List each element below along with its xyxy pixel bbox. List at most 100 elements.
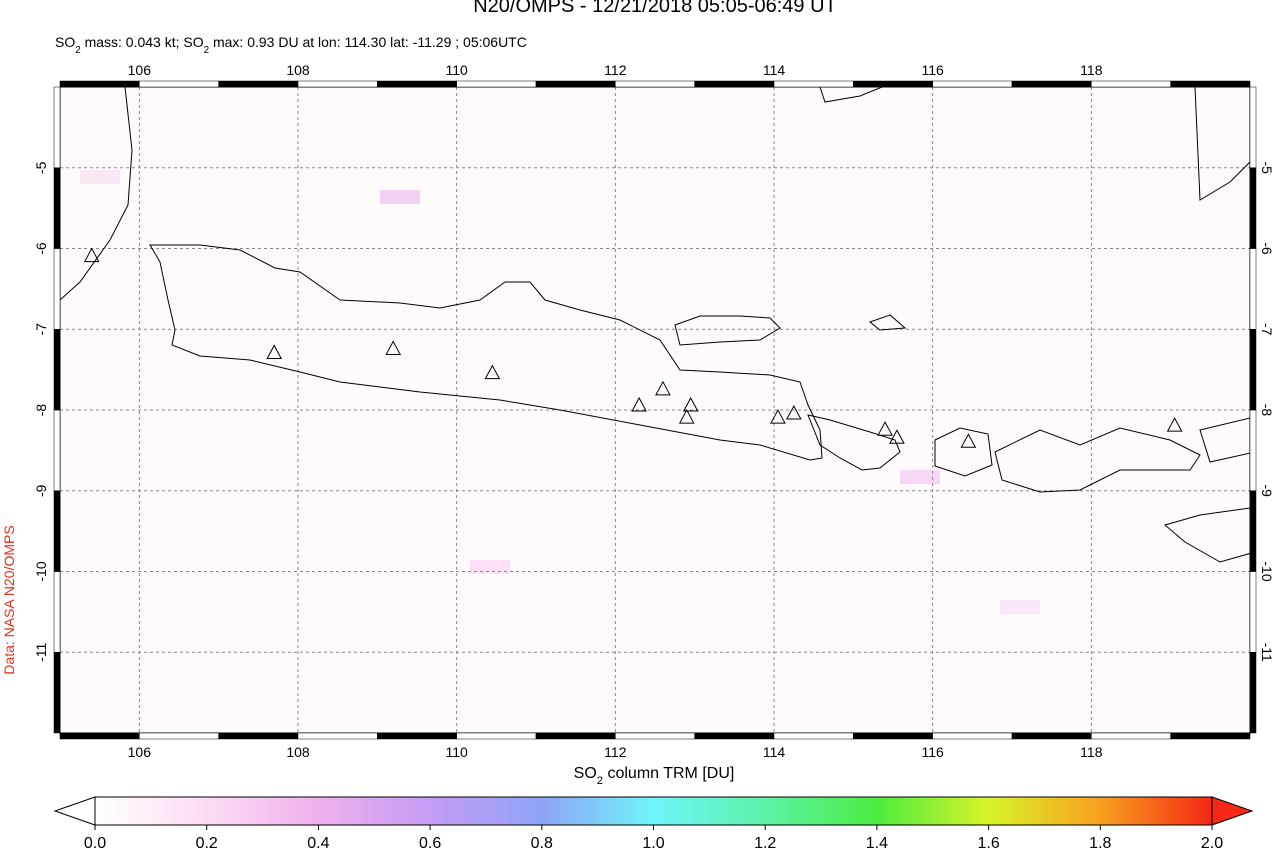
volcano (682, 396, 699, 412)
frame-bar (615, 732, 695, 740)
colorbar-tick-label: 2.0 (1201, 835, 1223, 852)
text-part: SO (55, 34, 75, 50)
y-tick-label: -9 (33, 484, 49, 497)
volcano (83, 247, 100, 263)
y-tick-label: -7 (1259, 323, 1272, 336)
volcano (877, 421, 893, 436)
volcano (631, 396, 647, 412)
coastline (60, 87, 133, 301)
y-tick-label: -10 (1259, 561, 1272, 581)
coastlines (60, 87, 1250, 563)
colorbar-ticks: 0.0 0.2 0.4 0.6 0.8 1.0 1.2 1.4 1.6 1.8 2.0 (84, 825, 1223, 852)
x-tick-label: 112 (604, 744, 627, 760)
x-tick-label: 110 (446, 62, 469, 78)
frame-bar (53, 167, 61, 249)
pixel-texture (80, 170, 120, 184)
frame-bar (1091, 732, 1171, 740)
x-tick-label: 108 (286, 62, 310, 78)
frame-bar (1091, 80, 1171, 88)
y-tick-label: -6 (1259, 242, 1272, 255)
pixel-texture (470, 560, 510, 574)
frame-bar (456, 80, 537, 88)
background-pixels (80, 170, 1040, 614)
x-tick-label: 106 (128, 744, 152, 760)
frame-bar (1249, 571, 1257, 653)
coastline (149, 244, 823, 461)
frame-bar (139, 80, 219, 88)
x-tick-label: 108 (286, 744, 310, 760)
frame-bar (59, 732, 140, 740)
volcano (889, 429, 905, 444)
grid (60, 87, 1250, 733)
coastline (819, 87, 883, 103)
coastline (1163, 507, 1250, 563)
frame-bar (615, 80, 695, 88)
text-part: 2 (75, 45, 80, 56)
volcano (960, 433, 977, 448)
y-tick-label: -11 (33, 642, 49, 661)
y-tick-label: -5 (33, 161, 49, 174)
frame-bar (932, 732, 1013, 740)
text-part: SO (574, 765, 597, 782)
y-tick-label: -8 (1259, 404, 1272, 417)
pixel-texture (1000, 600, 1040, 614)
coastline (1199, 417, 1250, 463)
pixel-texture (900, 470, 940, 484)
frame-bar (932, 80, 1013, 88)
colorbar-tick-label: 0.8 (531, 835, 553, 852)
colorbar-extend-high (1211, 796, 1254, 826)
frame-bar (773, 80, 854, 88)
frame-bar (1249, 652, 1257, 734)
frame-bar (53, 248, 61, 330)
volcanoes (83, 247, 1183, 448)
frame-bar (377, 732, 457, 740)
frame-bar (1170, 732, 1251, 740)
title: N20/OMPS - 12/21/2018 05:05-06:49 UT (473, 0, 837, 17)
frame-bar (1170, 80, 1251, 88)
frame-bar (53, 86, 61, 168)
volcano (655, 380, 671, 396)
x-tick-label: 112 (604, 62, 627, 78)
frame-bar (1011, 732, 1092, 740)
frame-bar (773, 732, 854, 740)
frame-bar (53, 409, 61, 491)
x-tick-label: 118 (1080, 744, 1103, 760)
frame-bar (297, 732, 378, 740)
frame-bar (139, 732, 219, 740)
volcano (785, 404, 802, 420)
volcano (770, 409, 786, 424)
frame-bar (535, 732, 616, 740)
colorbar-tick-label: 0.4 (307, 835, 329, 852)
colorbar-tick-label: 0.2 (196, 835, 218, 852)
frame-bar (1249, 490, 1257, 572)
y-tick-label: -6 (33, 242, 49, 255)
frame-bar (1249, 409, 1257, 491)
coastline (868, 314, 907, 331)
colorbar (94, 796, 1213, 826)
y-tick-label: -9 (1259, 485, 1272, 498)
frame-bar (218, 80, 299, 88)
colorbar-tick-label: 1.8 (1089, 835, 1111, 852)
frame-bar (1249, 167, 1257, 249)
text-part: max: 0.93 DU at lon: 114.30 lat: -11.29 … (209, 34, 527, 50)
text-part: mass: 0.043 kt; SO (81, 34, 204, 50)
frame-bar (535, 80, 616, 88)
x-tick-label: 106 (128, 62, 152, 78)
y-tick-label: -7 (33, 323, 49, 336)
y-tick-label: -8 (33, 404, 49, 417)
volcano (1166, 417, 1183, 432)
frame-bar (53, 571, 61, 653)
volcano (385, 340, 402, 355)
colorbar-tick-label: 0.0 (84, 835, 106, 852)
frame-bar (1249, 248, 1257, 330)
colorbar-tick-label: 1.4 (866, 835, 888, 852)
coastline (934, 427, 993, 477)
volcano (266, 344, 283, 359)
text-part: 2 (204, 45, 209, 56)
subtitle: SO2 mass: 0.043 kt; SO2 max: 0.93 DU at … (55, 34, 527, 56)
credit: Data: NASA N20/OMPS (1, 525, 17, 674)
frame-bar (59, 80, 140, 88)
x-tick-label: 110 (446, 744, 469, 760)
frame-bar (53, 329, 61, 411)
